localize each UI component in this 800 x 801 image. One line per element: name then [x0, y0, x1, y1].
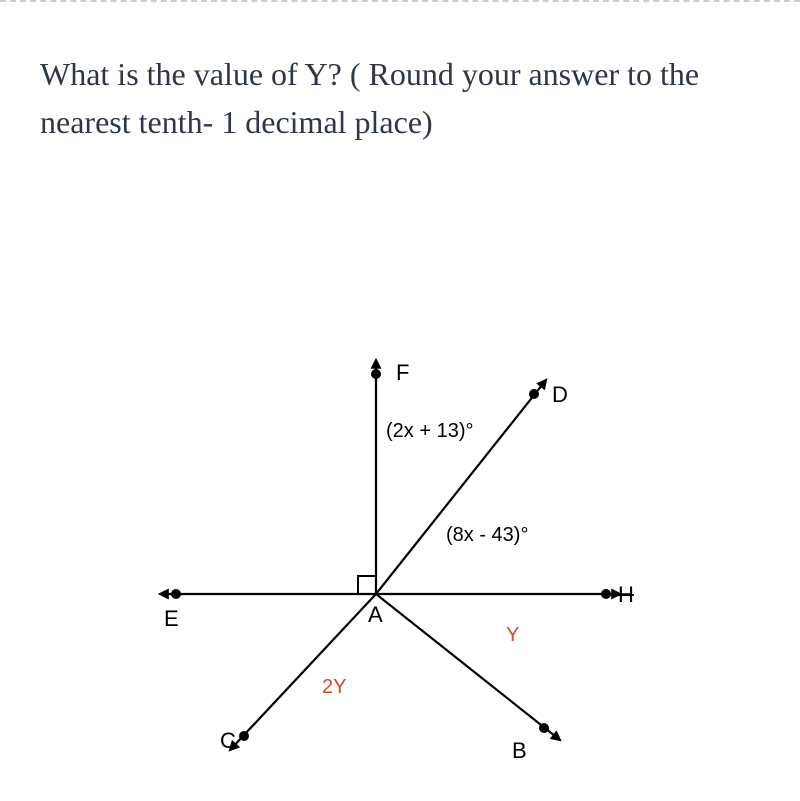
- point-label-E: E: [164, 606, 179, 632]
- point-label-F: F: [396, 360, 409, 386]
- angle-label-EAC: 2Y: [322, 676, 346, 699]
- dashed-separator: [0, 0, 800, 2]
- angle-label-HAB: Y: [506, 624, 519, 647]
- point-label-C: C: [220, 728, 236, 754]
- point-label-B: B: [512, 738, 527, 764]
- question-text: What is the value of Y? ( Round your ans…: [40, 50, 760, 146]
- angle-label-DAH: (8x - 43)°: [446, 524, 528, 547]
- point-label-A: A: [368, 602, 383, 628]
- point-label-D: D: [552, 382, 568, 408]
- point-label-H: H: [618, 582, 634, 608]
- geometry-diagram: A F D H E B C (2x + 13)° (8x - 43)° Y 2Y: [120, 320, 680, 780]
- angle-label-FAD: (2x + 13)°: [386, 420, 473, 443]
